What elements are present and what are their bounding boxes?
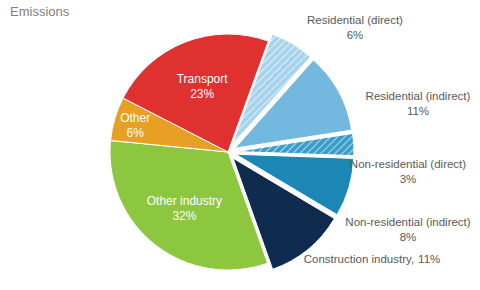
value-label: 6%: [347, 29, 364, 41]
slice-label: Transport23%: [177, 72, 229, 101]
value-label: 8%: [400, 231, 417, 243]
slice-label: Other industry32%: [147, 194, 222, 223]
chart-title: Emissions: [10, 4, 70, 19]
chart-container: EmissionsResidential (direct)6%Residenti…: [0, 0, 480, 290]
value-label: 23%: [190, 87, 214, 101]
slice-label: Residential (direct) 6%: [307, 14, 403, 41]
value-label: 11%: [418, 253, 440, 265]
pie-slice: [110, 140, 268, 270]
slices: [110, 34, 354, 270]
value-label: 11%: [407, 105, 429, 117]
value-label: 6%: [127, 126, 145, 140]
slice-label: Non-residential (direct) 3%: [350, 158, 466, 185]
category-label: Residential (direct): [307, 14, 403, 26]
pie-slice: [236, 133, 354, 155]
category-label: Residential (indirect): [366, 90, 471, 102]
category-label: Transport: [177, 72, 229, 86]
category-label: Construction industry,: [304, 253, 414, 265]
slice-label: Other6%: [120, 111, 150, 140]
category-label: Other: [120, 111, 150, 125]
pie-slice: [123, 34, 268, 152]
chart: EmissionsResidential (direct)6%Residenti…: [0, 0, 480, 290]
slice-label: Construction industry, 11%: [304, 253, 441, 265]
value-label: 32%: [172, 209, 196, 223]
category-label: Other industry: [147, 194, 222, 208]
slice-label: Residential (indirect) 11%: [366, 90, 471, 117]
slice-label: Non-residential (indirect) 8%: [345, 216, 470, 243]
value-label: 3%: [400, 173, 417, 185]
category-label: Non-residential (direct): [350, 158, 466, 170]
data-labels: Residential (direct) 6% Residential (indir…: [120, 14, 471, 265]
category-label: Non-residential (indirect): [345, 216, 470, 228]
